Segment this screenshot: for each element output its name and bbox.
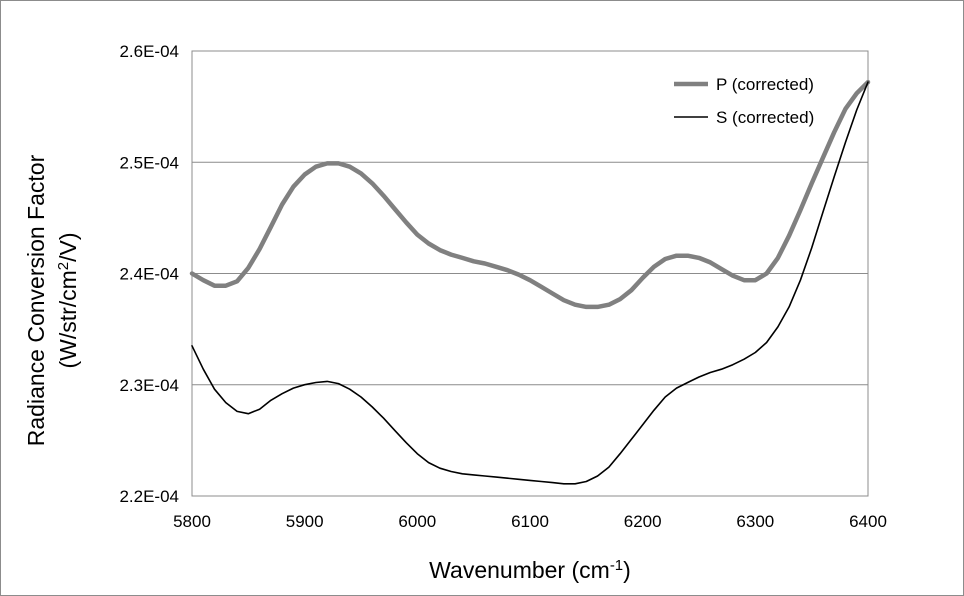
- x-tick-label: 6200: [624, 512, 662, 531]
- x-tick-label: 6400: [849, 512, 887, 531]
- y-axis-title-line2: (W/str/cm2/V): [55, 232, 81, 368]
- series-group: [189, 79, 871, 485]
- x-tick-label: 6000: [398, 512, 436, 531]
- legend-label: P (corrected): [716, 75, 814, 94]
- gridlines: [192, 50, 868, 386]
- series-line-s-corrected: [191, 81, 869, 485]
- legend-label: S (corrected): [716, 108, 814, 127]
- y-tick-label: 2.2E-04: [119, 487, 179, 506]
- x-tick-label: 6300: [736, 512, 774, 531]
- x-tick-labels: 5800 5900 6000 6100 6200 6300 6400: [173, 512, 887, 531]
- y-tick-label: 2.3E-04: [119, 376, 179, 395]
- legend: P (corrected) S (corrected): [674, 75, 814, 127]
- y-axis-title-line1: Radiance Conversion Factor: [23, 154, 49, 446]
- x-axis-title: Wavenumber (cm-1): [429, 557, 631, 583]
- y-tick-label: 2.4E-04: [119, 265, 179, 284]
- series-line-p-corrected: [189, 79, 871, 310]
- y-axis-title: Radiance Conversion Factor (W/str/cm2/V): [23, 154, 81, 446]
- y-tick-label: 2.5E-04: [119, 153, 179, 172]
- x-tick-label: 5900: [286, 512, 324, 531]
- x-tick-label: 6100: [511, 512, 549, 531]
- y-tick-labels: 2.2E-04 2.3E-04 2.4E-04 2.5E-04 2.6E-04: [119, 42, 179, 506]
- x-tick-label: 5800: [173, 512, 211, 531]
- y-tick-label: 2.6E-04: [119, 42, 179, 61]
